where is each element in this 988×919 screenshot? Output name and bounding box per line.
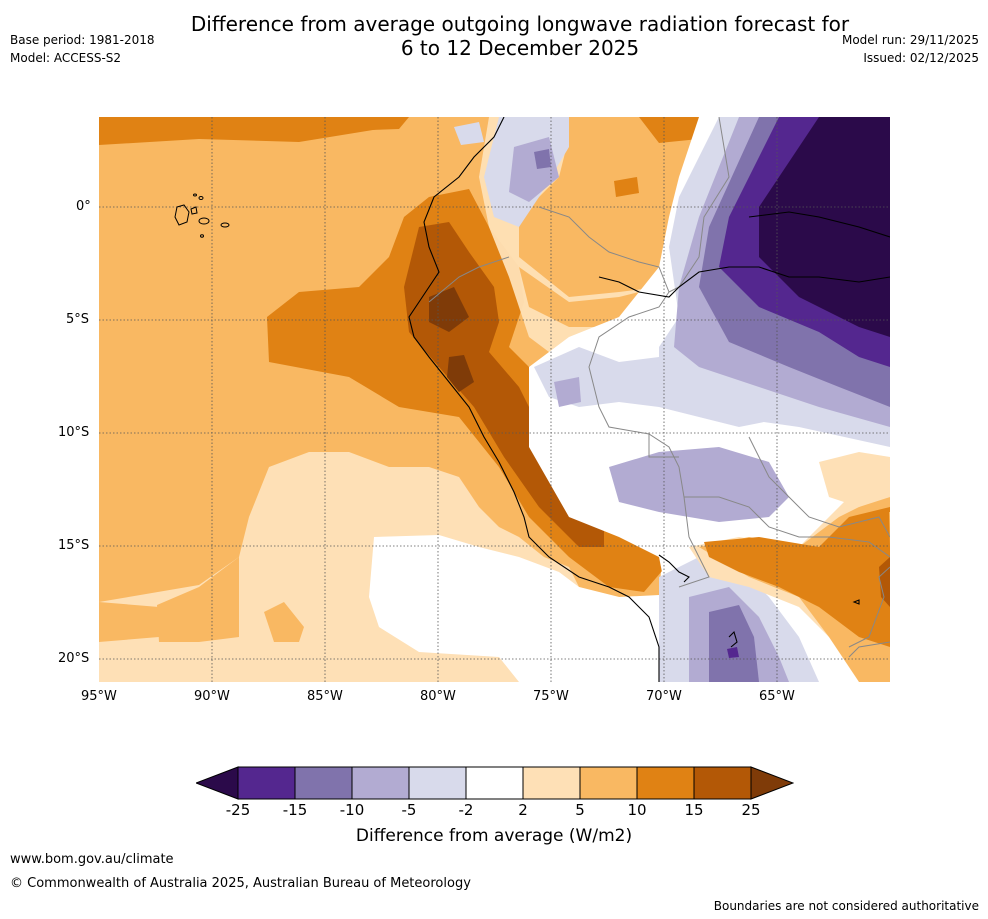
graticule	[99, 117, 890, 682]
colorbar-bin-1	[238, 767, 295, 799]
copyright: © Commonwealth of Australia 2025, Austra…	[10, 876, 471, 891]
colorbar-bin-4	[409, 767, 466, 799]
title-line-2: 6 to 12 December 2025	[400, 36, 640, 60]
colorbar-arrow-high	[750, 766, 794, 800]
model-run: Model run: 29/11/2025	[841, 33, 979, 47]
lat-tick-20s: 20°S	[58, 651, 90, 666]
colorbar-label: 2	[518, 801, 528, 819]
galapagos-islands	[174, 193, 230, 238]
model-name: Model: ACCESS-S2	[10, 51, 122, 65]
colorbar-label: -2	[458, 801, 474, 819]
colorbar-bin-8	[637, 767, 694, 799]
lon-tick-90w: 90°W	[194, 689, 230, 704]
colorbar-label: -5	[401, 801, 417, 819]
contour-neutral-south	[369, 535, 709, 682]
lon-tick-95w: 95°W	[81, 689, 117, 704]
colorbar-bin-9	[694, 767, 751, 799]
colorbar-bin-7	[580, 767, 637, 799]
lat-tick-15s: 15°S	[58, 538, 90, 553]
contour-neg5-neg10-central	[609, 447, 789, 522]
lon-tick-85w: 85°W	[307, 689, 343, 704]
contour-gt25-a	[429, 287, 469, 332]
coastline	[408, 117, 890, 682]
lon-tick-70w: 70°W	[646, 689, 682, 704]
colorbar-arrow-low	[196, 766, 239, 800]
colorbar-label: 25	[741, 801, 761, 819]
colorbar	[196, 766, 794, 800]
lat-tick-5s: 5°S	[66, 312, 90, 327]
colorbar-label: -25	[225, 801, 251, 819]
lon-tick-65w: 65°W	[759, 689, 795, 704]
page-title: Difference from average outgoing longwav…	[140, 12, 900, 60]
colorbar-label: 10	[627, 801, 647, 819]
colorbar-bin-3	[352, 767, 409, 799]
olr-anomaly-map	[99, 117, 890, 682]
base-period: Base period: 1981-2018	[10, 33, 155, 47]
lat-tick-0: 0°	[76, 199, 91, 214]
issued-date: Issued: 02/12/2025	[863, 51, 979, 65]
colorbar-label: 15	[684, 801, 704, 819]
title-line-1: Difference from average outgoing longwav…	[190, 12, 850, 36]
contour-gt25-b	[447, 355, 474, 392]
lon-tick-75w: 75°W	[533, 689, 569, 704]
colorbar-label: -10	[339, 801, 365, 819]
colorbar-label: 5	[575, 801, 585, 819]
colorbar-bin-5	[466, 767, 523, 799]
lat-tick-10s: 10°S	[58, 425, 90, 440]
colorbar-title: Difference from average (W/m2)	[355, 826, 633, 846]
colorbar-label: -15	[282, 801, 308, 819]
colorbar-bin-2	[295, 767, 352, 799]
contour-10-15-southeast	[704, 507, 890, 647]
colorbar-bin-6	[523, 767, 580, 799]
website-link[interactable]: www.bom.gov.au/climate	[10, 852, 174, 867]
lon-tick-80w: 80°W	[420, 689, 456, 704]
country-borders	[428, 117, 890, 658]
disclaimer: Boundaries are not considered authoritat…	[713, 899, 979, 913]
